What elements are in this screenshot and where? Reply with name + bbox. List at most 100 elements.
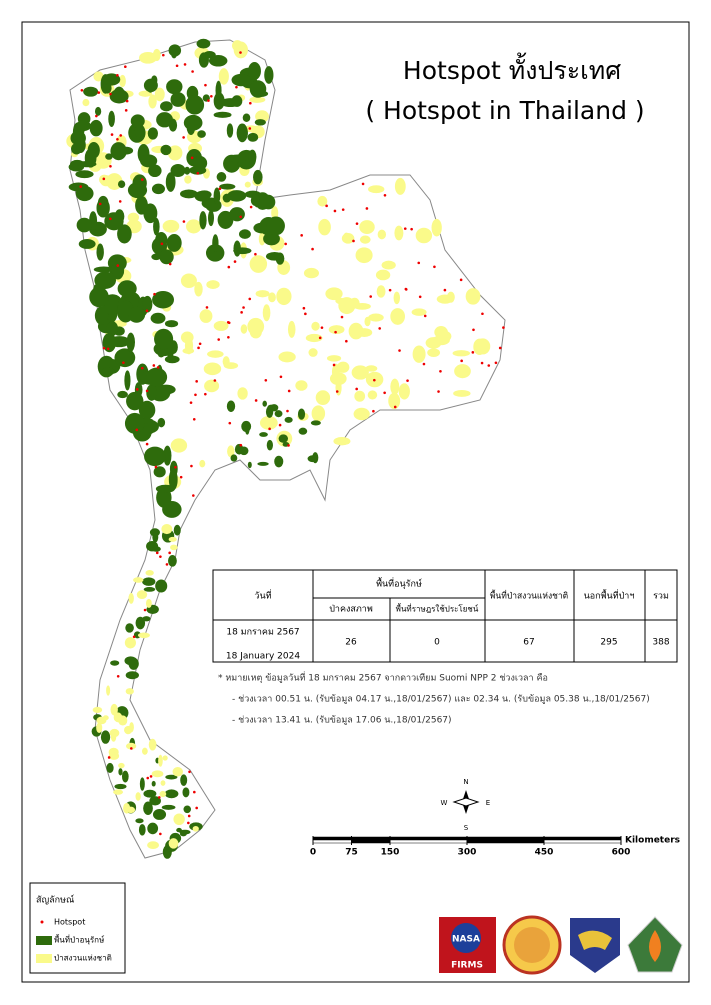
forest-area: [259, 432, 268, 437]
cell: 18 January 2024: [226, 652, 300, 662]
legend-label: Hotspot: [54, 918, 85, 927]
cell: 295: [600, 638, 617, 648]
forest-area: [94, 306, 109, 325]
hotspot: [498, 346, 502, 350]
hotspot: [118, 200, 122, 203]
forest-area: [142, 616, 151, 622]
hotspot: [433, 265, 436, 269]
forest-area: [101, 367, 115, 376]
hotspot: [145, 442, 149, 446]
hotspot: [160, 242, 164, 246]
forest-area: [333, 437, 351, 446]
hotspot: [233, 260, 237, 263]
scale-tick-label: 300: [458, 848, 477, 858]
forest-area: [228, 154, 247, 163]
forest-area: [110, 703, 118, 716]
forest-area: [151, 253, 162, 261]
forest-area: [142, 577, 156, 586]
hotspot: [149, 775, 153, 778]
hotspot: [187, 814, 191, 818]
forest-area: [180, 273, 197, 289]
compass-label: W: [441, 799, 448, 807]
forest-area: [78, 239, 96, 249]
forest-area: [298, 427, 308, 435]
forest-area: [263, 232, 280, 246]
header-cell: ป่าคงสภาพ: [329, 605, 373, 615]
forest-area: [166, 79, 183, 95]
hotspot: [98, 202, 102, 206]
forest-area: [93, 71, 104, 82]
hotspot: [168, 551, 171, 555]
forest-area: [364, 316, 371, 327]
forest-area: [186, 117, 196, 136]
scale-segment: [351, 836, 391, 841]
hotspot: [140, 178, 144, 181]
forest-area: [359, 220, 375, 235]
forest-area: [76, 217, 92, 233]
hotspot: [156, 366, 160, 369]
forest-area: [194, 190, 210, 202]
hotspot: [210, 95, 213, 98]
note: * หมายเหตุ ข้อมูลวันที่ 18 มกราคม 2567 จ…: [218, 671, 548, 684]
hotspot: [116, 137, 119, 141]
forest-area: [139, 777, 145, 791]
forest-area: [155, 484, 175, 493]
forest-area: [207, 209, 215, 227]
forest-area: [95, 221, 105, 233]
forest-area: [75, 185, 94, 202]
forest-area: [111, 260, 125, 280]
forest-area: [139, 51, 157, 64]
forest-area: [315, 390, 331, 406]
table-lines: [213, 570, 677, 662]
hotspot: [140, 366, 144, 370]
forest-area: [147, 841, 159, 850]
forest-area: [311, 321, 320, 331]
forest-area: [284, 416, 293, 423]
header-cell: วันที่: [254, 589, 271, 602]
hotspot: [135, 388, 139, 391]
forest-area: [388, 392, 401, 410]
hotspot: [188, 770, 191, 774]
forest-area: [237, 387, 248, 400]
forest-area: [297, 408, 306, 420]
hotspot: [197, 346, 200, 350]
hotspot: [404, 288, 408, 291]
hotspot: [187, 821, 190, 825]
compass-needle: [452, 797, 480, 807]
hotspot: [279, 375, 283, 379]
hotspot: [332, 363, 336, 367]
hotspot: [383, 391, 386, 395]
forest-area: [160, 144, 172, 156]
forest-area: [152, 546, 161, 552]
forest-area: [147, 127, 158, 140]
hotspot: [175, 64, 179, 68]
cell: 18 มกราคม 2567: [226, 628, 299, 638]
hotspot: [320, 326, 324, 329]
forest-area: [94, 271, 117, 289]
compass-label: S: [464, 824, 469, 832]
forest-area: [114, 783, 127, 790]
forest-area: [453, 390, 471, 397]
forest-area: [335, 379, 342, 396]
forest-area: [110, 142, 127, 161]
hotspot: [191, 70, 194, 73]
hotspot: [355, 387, 358, 391]
forest-area: [233, 240, 241, 257]
hotspot: [97, 91, 101, 94]
forest-area: [142, 295, 153, 313]
forest-area: [325, 287, 343, 301]
scale-bar: Kilometers 0 75 150 300 450 600: [310, 836, 680, 858]
forest-area: [249, 255, 268, 273]
forest-area: [343, 232, 350, 241]
hotspot: [388, 288, 392, 292]
forest-area: [194, 281, 203, 297]
forest-area: [124, 637, 136, 649]
forest-area: [128, 592, 134, 604]
hotspot: [106, 347, 110, 351]
forest-area: [240, 324, 248, 334]
forest-area: [138, 90, 153, 97]
forest-area: [244, 181, 251, 188]
hotspot: [193, 790, 196, 794]
forest-area: [247, 317, 265, 336]
forest-area: [206, 280, 220, 289]
